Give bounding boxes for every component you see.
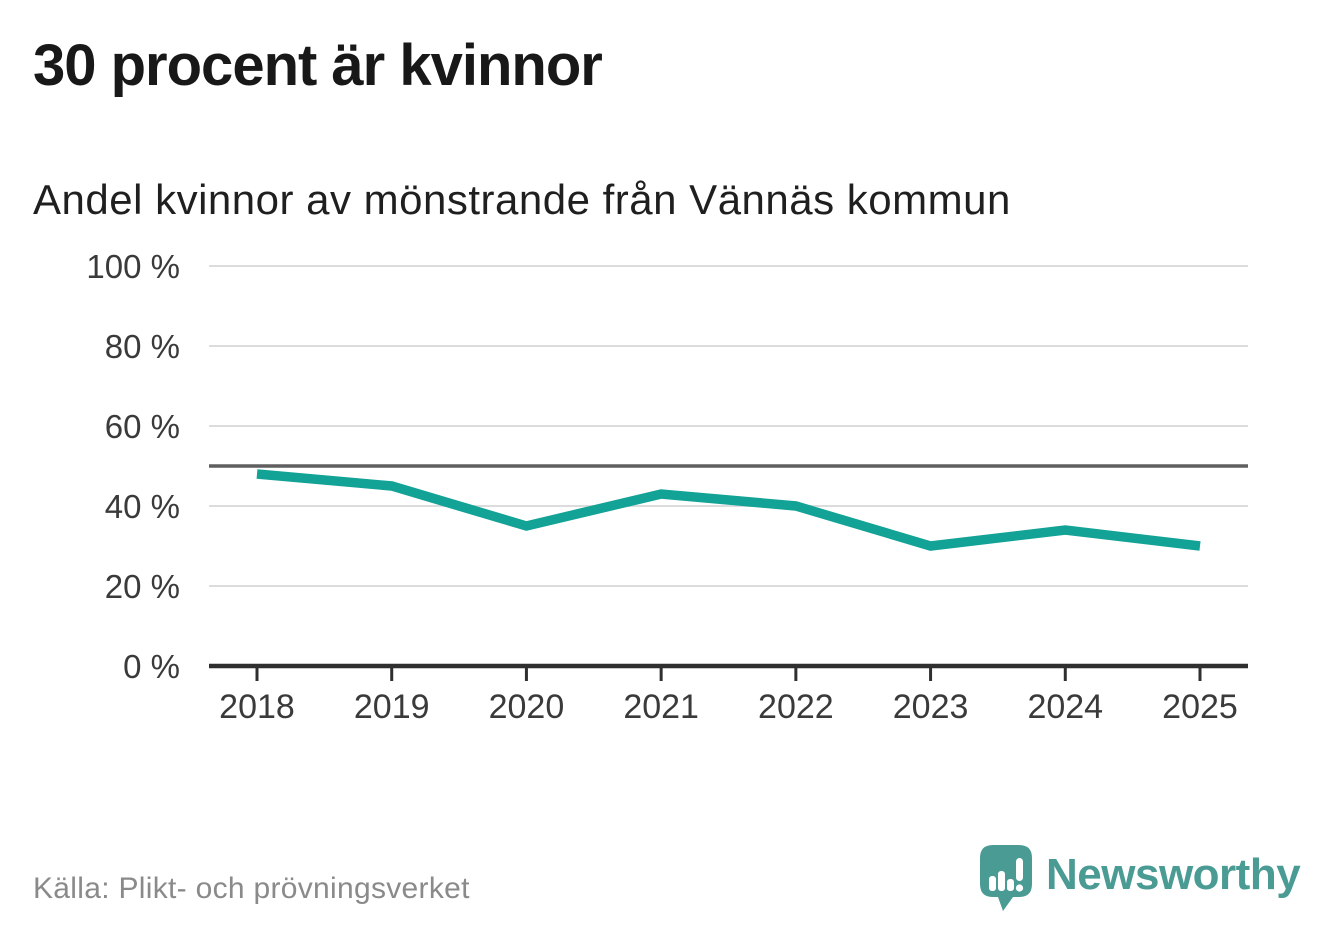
x-tick-label-2021: 2021 — [623, 688, 699, 726]
newsworthy-wordmark: Newsworthy — [1046, 850, 1301, 899]
y-tick-label-100: 100 % — [86, 248, 180, 285]
logo-bar-3 — [1007, 879, 1014, 891]
newsworthy-logo-icon — [980, 845, 1032, 911]
logo-bar-2 — [998, 871, 1005, 891]
y-tick-label-60: 60 % — [105, 408, 180, 445]
logo-exclamation-dot — [1015, 884, 1024, 892]
x-tick-label-2022: 2022 — [758, 688, 834, 726]
newsworthy-logo: Newsworthy — [980, 845, 1301, 913]
x-tick-label-2020: 2020 — [489, 688, 565, 726]
x-tick-label-2019: 2019 — [354, 688, 430, 726]
x-tick-label-2023: 2023 — [893, 688, 969, 726]
chart-title: 30 procent är kvinnor — [33, 33, 603, 98]
source-note: Källa: Plikt- och prövningsverket — [33, 872, 470, 905]
y-tick-label-80: 80 % — [105, 328, 180, 365]
data-line — [256, 469, 1201, 551]
y-tick-label-40: 40 % — [105, 488, 180, 525]
chart-subtitle: Andel kvinnor av mönstrande från Vännäs … — [33, 176, 1011, 223]
logo-bubble-shape — [980, 845, 1032, 911]
logo-bar-1 — [989, 876, 996, 891]
y-tick-label-0: 0 % — [123, 648, 180, 685]
logo-exclamation-bar — [1016, 858, 1023, 881]
x-tick-label-2018: 2018 — [219, 688, 295, 726]
x-tick-label-2025: 2025 — [1162, 688, 1238, 726]
x-tick-label-2024: 2024 — [1027, 688, 1103, 726]
y-tick-label-20: 20 % — [105, 568, 180, 605]
